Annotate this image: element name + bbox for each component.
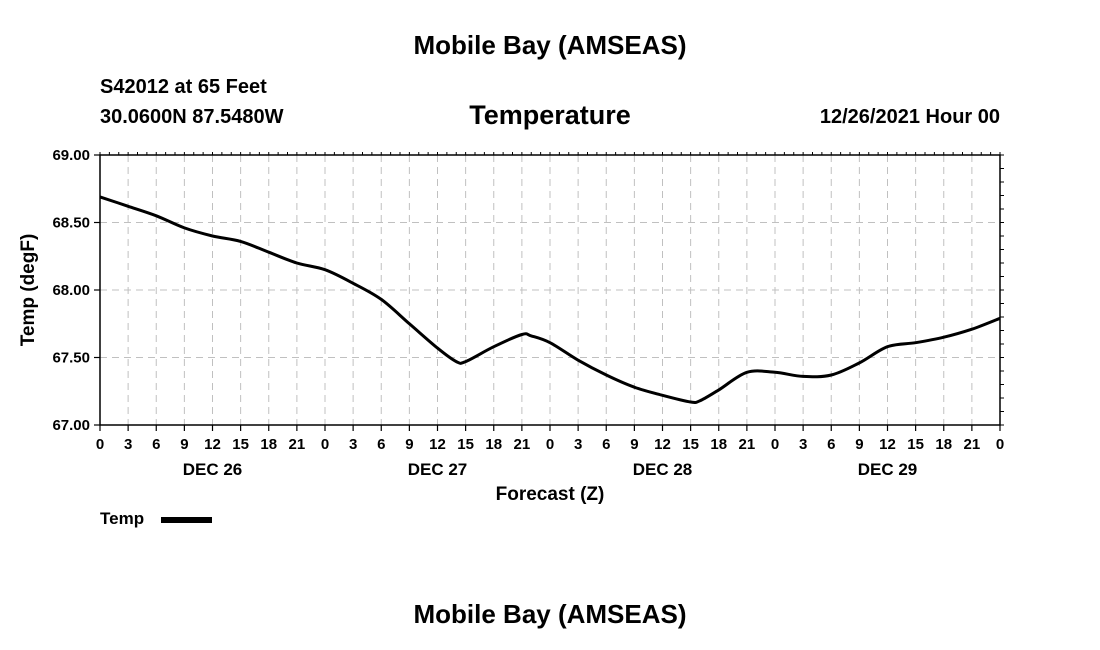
- grid: [100, 155, 1000, 425]
- y-tick-label: 69.00: [52, 147, 90, 164]
- day-label: DEC 26: [183, 460, 243, 479]
- x-tick-label: 15: [907, 436, 924, 453]
- x-tick-label: 0: [996, 436, 1004, 453]
- chart-title: Temperature: [469, 100, 631, 130]
- x-tick-label: 0: [771, 436, 779, 453]
- x-tick-label: 18: [260, 436, 277, 453]
- x-tick-label: 3: [124, 436, 132, 453]
- x-tick-label: 6: [602, 436, 610, 453]
- coordinates-label: 30.0600N 87.5480W: [100, 106, 284, 128]
- day-label: DEC 29: [858, 460, 918, 479]
- x-tick-label: 18: [935, 436, 952, 453]
- axes: 67.00 67.50 68.00 68.50 69.00 0 3 6 9 12 15 18 21 0 3 6…: [52, 147, 1004, 479]
- x-tick-label: 9: [630, 436, 638, 453]
- series-line-temp: [99, 195, 1001, 405]
- x-tick-label: 0: [321, 436, 329, 453]
- x-tick-label: 3: [574, 436, 582, 453]
- y-tick-label: 67.00: [52, 417, 90, 434]
- x-tick-label: 15: [682, 436, 699, 453]
- x-tick-label: 9: [180, 436, 188, 453]
- x-tick-label: 9: [405, 436, 413, 453]
- x-tick-label: 0: [546, 436, 554, 453]
- x-axis-title: Forecast (Z): [496, 484, 605, 505]
- y-tick-label: 68.00: [52, 282, 90, 299]
- x-tick-label: 21: [514, 436, 531, 453]
- day-label: DEC 28: [633, 460, 693, 479]
- x-tick-label: 21: [739, 436, 756, 453]
- x-tick-label: 15: [457, 436, 474, 453]
- y-axis-title: Temp (degF): [18, 234, 39, 347]
- x-tick-label: 3: [799, 436, 807, 453]
- y-tick-label: 67.50: [52, 350, 90, 367]
- x-tick-label: 21: [964, 436, 981, 453]
- x-tick-label: 6: [152, 436, 160, 453]
- x-tick-label: 12: [879, 436, 896, 453]
- x-tick-label: 15: [232, 436, 249, 453]
- plot-frame: [99, 154, 1001, 426]
- x-tick-label: 21: [289, 436, 306, 453]
- series-layer: [99, 195, 1001, 405]
- legend-label: Temp: [100, 509, 145, 528]
- x-tick-label: 18: [710, 436, 727, 453]
- y-tick-label: 68.50: [52, 215, 90, 232]
- x-tick-label: 0: [96, 436, 104, 453]
- x-tick-label: 6: [377, 436, 385, 453]
- x-tick-label: 12: [429, 436, 446, 453]
- day-label: DEC 27: [408, 460, 468, 479]
- x-tick-label: 18: [485, 436, 502, 453]
- x-tick-label: 9: [855, 436, 863, 453]
- x-tick-label: 12: [654, 436, 671, 453]
- axis-labels: Forecast (Z) Temp (degF): [18, 234, 604, 505]
- legend-swatch: [161, 517, 212, 523]
- footer-title: Mobile Bay (AMSEAS): [413, 599, 687, 629]
- x-tick-label: 6: [827, 436, 835, 453]
- station-label: S42012 at 65 Feet: [100, 76, 267, 98]
- x-tick-label: 3: [349, 436, 357, 453]
- x-tick-label: 12: [204, 436, 221, 453]
- run-time-label: 12/26/2021 Hour 00: [819, 106, 1000, 128]
- page-title: Mobile Bay (AMSEAS): [413, 30, 687, 60]
